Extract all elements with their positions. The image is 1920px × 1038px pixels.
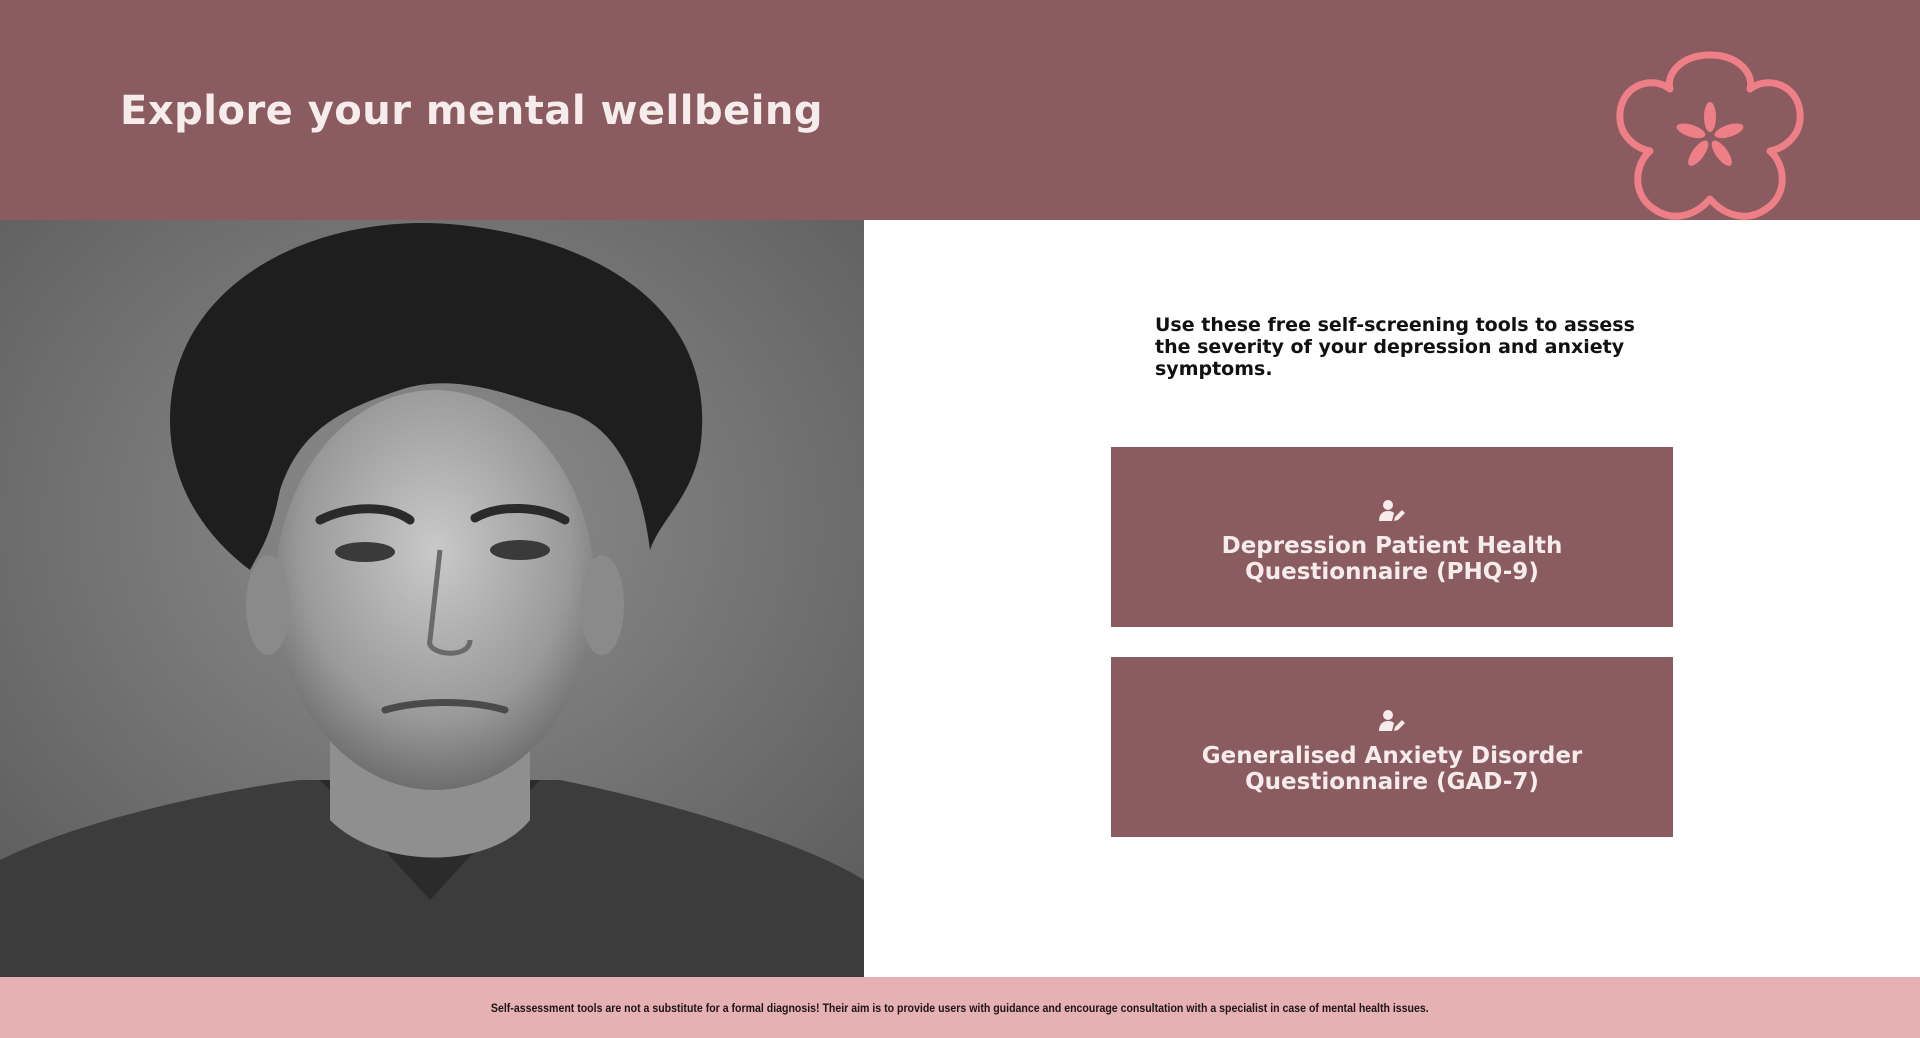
- phq9-tool-card[interactable]: Depression Patient Health Questionnaire …: [1111, 447, 1673, 627]
- intro-text: Use these free self-screening tools to a…: [1155, 314, 1635, 380]
- user-edit-icon: [1379, 710, 1405, 731]
- disclaimer-text: Self-assessment tools are not a substitu…: [491, 1000, 1429, 1015]
- gad7-tool-card[interactable]: Generalised Anxiety Disorder Questionnai…: [1111, 657, 1673, 837]
- user-edit-icon: [1379, 500, 1405, 521]
- page-header: Explore your mental wellbeing: [0, 0, 1920, 220]
- flower-logo-icon: [1616, 51, 1804, 220]
- phq9-tool-label: Depression Patient Health Questionnaire …: [1221, 533, 1563, 585]
- page-footer: Self-assessment tools are not a substitu…: [0, 977, 1920, 1038]
- portrait-photo: [0, 220, 864, 977]
- gad7-tool-label: Generalised Anxiety Disorder Questionnai…: [1201, 743, 1583, 795]
- page-title: Explore your mental wellbeing: [120, 88, 824, 134]
